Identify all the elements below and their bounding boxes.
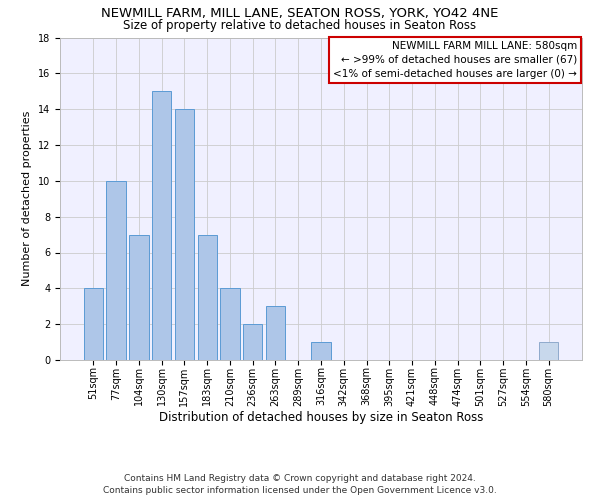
Y-axis label: Number of detached properties: Number of detached properties: [22, 111, 32, 286]
Text: Contains HM Land Registry data © Crown copyright and database right 2024.
Contai: Contains HM Land Registry data © Crown c…: [103, 474, 497, 495]
Bar: [220, 288, 239, 360]
Bar: [243, 324, 262, 360]
Bar: [197, 234, 217, 360]
Bar: [106, 181, 126, 360]
Bar: [175, 109, 194, 360]
Text: Size of property relative to detached houses in Seaton Ross: Size of property relative to detached ho…: [124, 18, 476, 32]
Bar: [84, 288, 103, 360]
Bar: [129, 234, 149, 360]
Bar: [539, 342, 558, 360]
Text: NEWMILL FARM, MILL LANE, SEATON ROSS, YORK, YO42 4NE: NEWMILL FARM, MILL LANE, SEATON ROSS, YO…: [101, 8, 499, 20]
Bar: [311, 342, 331, 360]
Bar: [266, 306, 285, 360]
Bar: [152, 92, 172, 360]
Text: NEWMILL FARM MILL LANE: 580sqm
← >99% of detached houses are smaller (67)
<1% of: NEWMILL FARM MILL LANE: 580sqm ← >99% of…: [333, 40, 577, 78]
X-axis label: Distribution of detached houses by size in Seaton Ross: Distribution of detached houses by size …: [159, 412, 483, 424]
